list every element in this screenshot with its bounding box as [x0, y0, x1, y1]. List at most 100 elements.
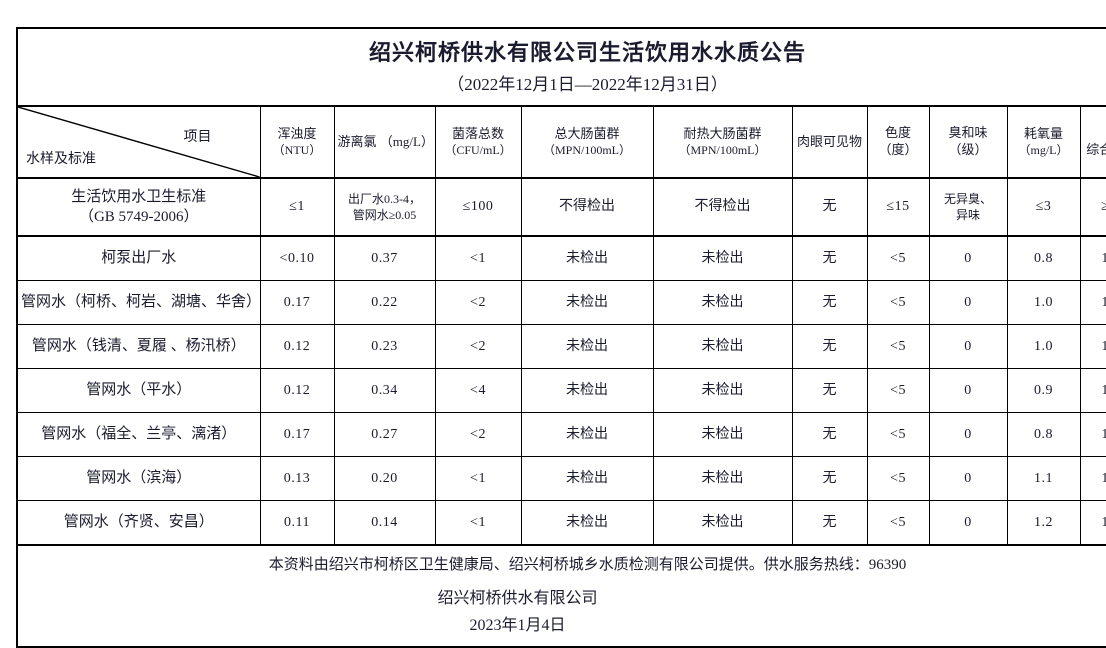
row-pass-rate: 100%	[1080, 281, 1106, 325]
row-odor: 0	[929, 236, 1007, 281]
row-total-coliform: 未检出	[521, 413, 653, 457]
row-chroma: <5	[867, 325, 929, 369]
row-odor: 0	[929, 325, 1007, 369]
row-thermotolerant-coliform: 未检出	[653, 281, 792, 325]
row-thermotolerant-coliform: 未检出	[653, 236, 792, 281]
header-colony-count-name: 菌落总数	[439, 126, 518, 143]
row-oxygen-consumption: 0.8	[1007, 236, 1080, 281]
table-row: 管网水（柯桥、柯岩、湖塘、华舍） 0.17 0.22 <2 未检出 未检出 无 …	[17, 281, 1106, 325]
row-oxygen-consumption: 0.9	[1007, 369, 1080, 413]
header-pass-rate-unit: 综合合格率	[1084, 142, 1106, 159]
footer-source-note: 本资料由绍兴市柯桥区卫生健康局、绍兴柯桥城乡水质检测有限公司提供。供水服务热线：…	[21, 556, 1106, 575]
standard-odor-line1: 无异臭、	[933, 191, 1004, 207]
header-total-coliform-name: 总大肠菌群	[525, 126, 650, 143]
row-visible-matter: 无	[792, 457, 867, 501]
row-turbidity: <0.10	[260, 236, 334, 281]
row-oxygen-consumption: 1.0	[1007, 281, 1080, 325]
row-free-chlorine: 0.20	[334, 457, 435, 501]
table-row: 管网水（钱清、夏履 、杨汛桥） 0.12 0.23 <2 未检出 未检出 无 <…	[17, 325, 1106, 369]
header-visible-matter-name: 肉眼可见物	[796, 134, 864, 151]
row-total-coliform: 未检出	[521, 369, 653, 413]
row-total-coliform: 未检出	[521, 325, 653, 369]
row-thermotolerant-coliform: 未检出	[653, 457, 792, 501]
row-free-chlorine: 0.37	[334, 236, 435, 281]
header-chroma: 色度 （度）	[867, 106, 929, 178]
row-pass-rate: 100%	[1080, 457, 1106, 501]
row-pass-rate: 100%	[1080, 236, 1106, 281]
header-chroma-name: 色度	[871, 125, 926, 142]
header-oxygen-consumption-name: 耗氧量	[1011, 126, 1077, 143]
standard-name-line1: 生活饮用水卫生标准	[21, 187, 257, 207]
row-odor: 0	[929, 369, 1007, 413]
row-colony-count: <4	[435, 369, 521, 413]
row-sample-name: 管网水（福全、兰亭、漓渚）	[17, 413, 260, 457]
footer-date: 2023年1月4日	[21, 616, 1014, 636]
row-visible-matter: 无	[792, 281, 867, 325]
standard-turbidity: ≤1	[260, 178, 334, 236]
row-colony-count: <2	[435, 281, 521, 325]
row-visible-matter: 无	[792, 369, 867, 413]
standard-name-line2: （GB 5749-2006）	[21, 207, 257, 227]
header-total-coliform-unit: （MPN/100mL）	[525, 143, 650, 158]
standard-row: 生活饮用水卫生标准 （GB 5749-2006） ≤1 出厂水0.3-4， 管网…	[17, 178, 1106, 236]
row-sample-name: 管网水（柯桥、柯岩、湖塘、华舍）	[17, 281, 260, 325]
footer-cell: 本资料由绍兴市柯桥区卫生健康局、绍兴柯桥城乡水质检测有限公司提供。供水服务热线：…	[17, 545, 1106, 647]
row-odor: 0	[929, 501, 1007, 546]
table-row: 管网水（平水） 0.12 0.34 <4 未检出 未检出 无 <5 0 0.9 …	[17, 369, 1106, 413]
row-pass-rate: 100%	[1080, 325, 1106, 369]
water-quality-report-page: 绍兴柯桥供水有限公司生活饮用水水质公告 （2022年12月1日—2022年12月…	[0, 0, 1106, 616]
row-sample-name: 管网水（齐贤、安昌）	[17, 501, 260, 546]
row-colony-count: <2	[435, 325, 521, 369]
header-oxygen-consumption-unit: （mg/L）	[1011, 143, 1077, 158]
standard-thermotolerant-coliform: 不得检出	[653, 178, 792, 236]
row-pass-rate: 100%	[1080, 369, 1106, 413]
header-thermotolerant-coliform-unit: （MPN/100mL）	[657, 143, 789, 158]
corner-header-cell: 水样及标准 项目	[17, 106, 260, 178]
footer-row: 本资料由绍兴市柯桥区卫生健康局、绍兴柯桥城乡水质检测有限公司提供。供水服务热线：…	[17, 545, 1106, 647]
row-chroma: <5	[867, 369, 929, 413]
row-odor: 0	[929, 413, 1007, 457]
row-sample-name: 管网水（钱清、夏履 、杨汛桥）	[17, 325, 260, 369]
row-colony-count: <1	[435, 457, 521, 501]
standard-free-chlorine-line1: 出厂水0.3-4，	[338, 191, 432, 207]
row-turbidity: 0.17	[260, 413, 334, 457]
header-free-chlorine-name: 游离氯 （mg/L）	[338, 134, 432, 151]
row-chroma: <5	[867, 457, 929, 501]
header-pass-rate-name: 水质	[1084, 125, 1106, 142]
row-thermotolerant-coliform: 未检出	[653, 501, 792, 546]
row-odor: 0	[929, 281, 1007, 325]
header-odor-unit: （级）	[933, 142, 1004, 159]
standard-name-cell: 生活饮用水卫生标准 （GB 5749-2006）	[17, 178, 260, 236]
title-row: 绍兴柯桥供水有限公司生活饮用水水质公告 （2022年12月1日—2022年12月…	[17, 28, 1106, 106]
standard-odor: 无异臭、 异味	[929, 178, 1007, 236]
row-visible-matter: 无	[792, 325, 867, 369]
page-title: 绍兴柯桥供水有限公司生活饮用水水质公告	[21, 39, 1106, 67]
row-free-chlorine: 0.34	[334, 369, 435, 413]
table-row: 管网水（福全、兰亭、漓渚） 0.17 0.27 <2 未检出 未检出 无 <5 …	[17, 413, 1106, 457]
water-quality-table: 绍兴柯桥供水有限公司生活饮用水水质公告 （2022年12月1日—2022年12月…	[16, 27, 1106, 648]
header-total-coliform: 总大肠菌群 （MPN/100mL）	[521, 106, 653, 178]
row-turbidity: 0.12	[260, 369, 334, 413]
row-thermotolerant-coliform: 未检出	[653, 325, 792, 369]
header-visible-matter: 肉眼可见物	[792, 106, 867, 178]
header-colony-count: 菌落总数 （CFU/mL）	[435, 106, 521, 178]
standard-visible-matter: 无	[792, 178, 867, 236]
standard-oxygen-consumption: ≤3	[1007, 178, 1080, 236]
row-total-coliform: 未检出	[521, 281, 653, 325]
corner-row-label: 水样及标准	[26, 151, 96, 169]
standard-total-coliform: 不得检出	[521, 178, 653, 236]
report-title-cell: 绍兴柯桥供水有限公司生活饮用水水质公告 （2022年12月1日—2022年12月…	[17, 28, 1106, 106]
table-row: 柯泵出厂水 <0.10 0.37 <1 未检出 未检出 无 <5 0 0.8 1…	[17, 236, 1106, 281]
row-visible-matter: 无	[792, 236, 867, 281]
row-free-chlorine: 0.22	[334, 281, 435, 325]
row-free-chlorine: 0.27	[334, 413, 435, 457]
footer-company: 绍兴柯桥供水有限公司	[21, 589, 1014, 609]
row-thermotolerant-coliform: 未检出	[653, 369, 792, 413]
row-oxygen-consumption: 1.0	[1007, 325, 1080, 369]
standard-odor-line2: 异味	[933, 207, 1004, 223]
header-thermotolerant-coliform: 耐热大肠菌群 （MPN/100mL）	[653, 106, 792, 178]
report-period: （2022年12月1日—2022年12月31日）	[21, 74, 1106, 96]
row-total-coliform: 未检出	[521, 501, 653, 546]
row-chroma: <5	[867, 413, 929, 457]
table-row: 管网水（滨海） 0.13 0.20 <1 未检出 未检出 无 <5 0 1.1 …	[17, 457, 1106, 501]
